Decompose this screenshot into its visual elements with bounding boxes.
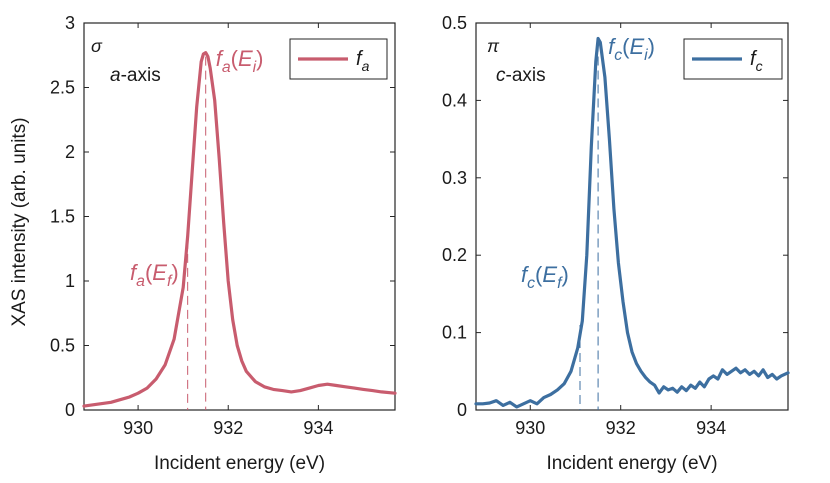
y-tick-label: 0 [457,400,467,420]
annotation-label-peak: fa(Ei) [216,46,264,76]
legend-label: fa [356,48,370,74]
polarization-symbol: σ [91,36,103,56]
series-line [82,51,397,408]
y-tick-label: 0.2 [442,245,467,265]
y-axis-label: XAS intensity (arb. units) [9,117,30,326]
axis-note: a-axis [110,65,161,86]
panel-a: 930 932 934 0 0.5 1 1.5 2 2.5 3 Incident energy (e… [50,13,397,474]
y-tick-label: 1.5 [50,207,75,227]
series-line [474,36,790,409]
x-tick-label: 930 [515,418,545,438]
panel-c: 930 932 934 0 0.1 0.2 0.3 0.4 0.5 Incident energy… [442,13,790,474]
y-tick-label: 3 [65,13,75,33]
annotation-label-peak: fc(Ei) [608,34,655,64]
y-tick-label: 0.4 [442,90,467,110]
x-tick-label: 932 [213,418,243,438]
x-tick-label: 934 [303,418,333,438]
y-tick-label: 1 [65,271,75,291]
x-tick-label: 934 [696,418,726,438]
annotation-label-edge: fc(Ef) [521,262,569,292]
legend-label: fc [750,48,763,74]
y-tick-label: 0.1 [442,323,467,343]
x-axis-label: Incident energy (eV) [154,453,325,474]
y-tick-label: 0.5 [442,13,467,33]
polarization-symbol: π [487,36,500,56]
x-tick-label: 932 [606,418,636,438]
y-tick-label: 0.3 [442,168,467,188]
y-tick-label: 0 [65,400,75,420]
y-tick-label: 0.5 [50,336,75,356]
x-tick-label: 930 [123,418,153,438]
x-axis-label: Incident energy (eV) [546,453,717,474]
plot-area-frame [475,22,789,411]
annotation-label-edge: fa(Ef) [130,260,179,290]
y-tick-label: 2.5 [50,78,75,98]
axis-note: c-axis [496,65,546,86]
y-tick-label: 2 [65,142,75,162]
